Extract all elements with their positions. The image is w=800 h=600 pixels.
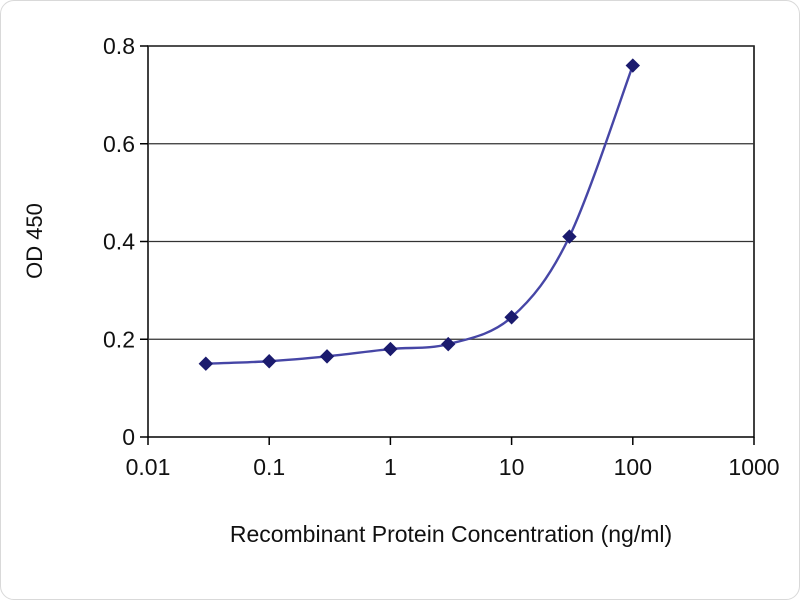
data-point-marker: [562, 229, 577, 244]
x-axis-label: Recombinant Protein Concentration (ng/ml…: [229, 521, 673, 547]
x-tick-label: 10: [499, 454, 525, 480]
y-tick-label: 0: [122, 424, 135, 450]
data-point-marker: [625, 58, 641, 73]
x-tick-label: 0.01: [126, 454, 171, 480]
y-tick-label: 0.4: [103, 229, 135, 255]
data-point-marker: [261, 354, 277, 369]
data-point-marker: [198, 356, 214, 371]
x-tick-label: 1000: [728, 454, 779, 480]
data-point-marker: [383, 341, 398, 357]
data-point-marker: [504, 310, 519, 325]
y-tick-label: 0.2: [103, 326, 135, 352]
y-tick-label: 0.8: [103, 33, 135, 59]
data-point-marker: [441, 336, 456, 352]
data-point-marker: [319, 349, 335, 364]
x-tick-label: 1: [384, 454, 397, 480]
x-tick-label: 0.1: [253, 454, 285, 480]
y-tick-label: 0.6: [103, 131, 135, 157]
x-tick-label: 100: [614, 454, 652, 480]
y-axis-label: OD 450: [22, 203, 47, 279]
